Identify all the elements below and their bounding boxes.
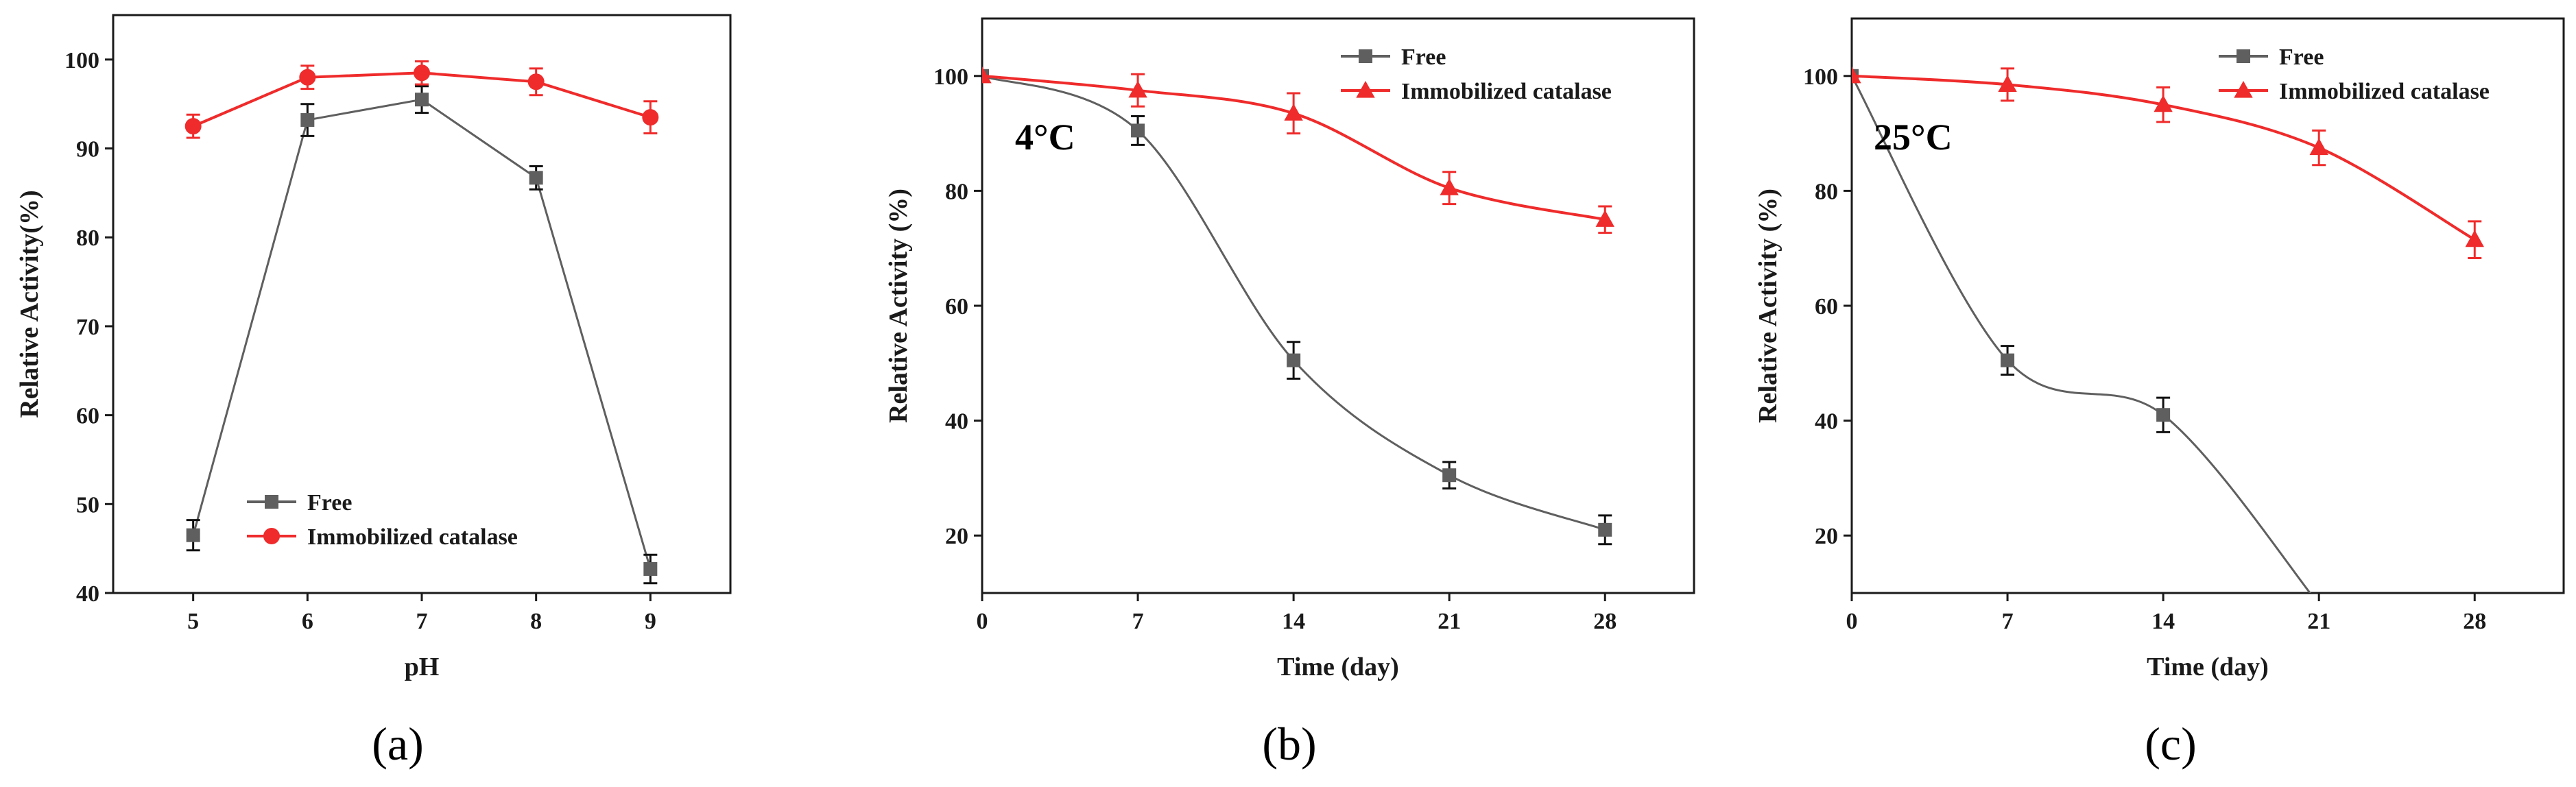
x-axis-label: Time (day)	[1277, 653, 1399, 681]
data-point-immobilized	[1440, 178, 1459, 195]
legend-marker-immobilized	[2234, 80, 2253, 98]
data-point-free	[186, 528, 200, 542]
y-tick-label-100: 100	[64, 48, 99, 73]
legend-label-free: Free	[2279, 45, 2324, 70]
data-point-free	[643, 561, 658, 576]
y-tick-label-100: 100	[933, 64, 968, 90]
data-point-immobilized	[299, 69, 316, 86]
y-tick-label-50: 50	[76, 492, 99, 518]
y-tick-label-40: 40	[1815, 409, 1838, 435]
legend-marker-immobilized	[263, 528, 280, 544]
data-point-immobilized	[982, 66, 992, 84]
x-tick-label-21: 21	[1438, 609, 1461, 634]
data-point-immobilized	[1284, 104, 1303, 121]
plot-area	[1852, 66, 2484, 593]
series-line-free	[982, 75, 1606, 531]
data-point-free	[300, 113, 315, 128]
y-tick-label-40: 40	[76, 581, 99, 607]
y-tick-label-90: 90	[76, 137, 99, 162]
data-point-free	[1598, 522, 1612, 537]
y-axis-label: Relative Activity (%)	[1754, 189, 1782, 423]
data-point-free	[1287, 353, 1301, 367]
plot-area	[184, 60, 659, 585]
chart-c: 0 7 14 21 28 20 40 60 80 100 Time (day) Relative Ac…	[1754, 17, 2565, 681]
data-point-free	[1131, 123, 1145, 138]
y-axis-label: Relative Activity(%)	[15, 190, 44, 417]
y-tick-label-60: 60	[76, 404, 99, 429]
x-tick-label-28: 28	[1593, 609, 1617, 634]
chart-b: 0 7 14 21 28 20 40 60 80 100 Time (day) Relative Ac…	[884, 17, 1695, 681]
data-point-immobilized	[527, 73, 545, 90]
x-axis-label: pH	[405, 653, 440, 681]
panel-label-c: (c)	[2145, 718, 2196, 770]
x-tick-label-7: 7	[1132, 609, 1144, 634]
legend-marker-free	[1359, 49, 1372, 63]
chart-a: 5 6 7 8 9 40 50 60 70 80 90 100 pH Relative Activity(…	[15, 14, 732, 681]
panel-label-a: (a)	[372, 718, 423, 770]
temperature-annotation: 4°C	[1015, 117, 1075, 158]
plot-frame	[1850, 17, 2565, 594]
legend-label-immobilized: Immobilized catalase	[1401, 79, 1612, 104]
x-tick-label-6: 6	[302, 609, 313, 634]
x-axis-label: Time (day)	[2147, 653, 2269, 681]
data-point-free	[2001, 353, 2015, 367]
y-axis-label: Relative Activity (%)	[884, 189, 913, 423]
y-tick-label-20: 20	[945, 524, 968, 549]
x-tick-label-5: 5	[187, 609, 199, 634]
x-tick-label-7: 7	[416, 609, 428, 634]
x-tick-label-14: 14	[1282, 609, 1305, 634]
x-tick-label-0: 0	[1846, 609, 1858, 634]
data-point-free	[415, 93, 429, 107]
y-tick-label-20: 20	[1815, 524, 1838, 549]
data-point-free	[2156, 408, 2171, 422]
data-point-immobilized	[1998, 75, 2017, 92]
data-point-immobilized	[1595, 210, 1614, 227]
plot-area	[982, 66, 1614, 546]
plot-frame	[981, 17, 1695, 594]
x-tick-label-28: 28	[2463, 609, 2486, 634]
x-tick-label-21: 21	[2307, 609, 2330, 634]
y-tick-label-80: 80	[945, 179, 968, 204]
data-point-immobilized	[184, 118, 202, 135]
x-tick-label-7: 7	[2002, 609, 2014, 634]
series-line-free	[1852, 75, 2311, 593]
y-tick-label-60: 60	[1815, 294, 1838, 319]
legend-label-free: Free	[1401, 45, 1446, 70]
panel-label-b: (b)	[1262, 718, 1316, 770]
data-point-free	[1442, 468, 1457, 483]
y-tick-label-100: 100	[1803, 64, 1838, 90]
legend-label-immobilized: Immobilized catalase	[307, 524, 518, 550]
temperature-annotation: 25°C	[1874, 117, 1953, 158]
data-point-immobilized	[414, 64, 430, 82]
data-point-immobilized	[2309, 138, 2328, 156]
legend-label-free: Free	[307, 490, 352, 516]
legend-marker-immobilized	[1356, 80, 1375, 98]
data-point-immobilized	[1128, 80, 1147, 98]
x-tick-label-0: 0	[977, 609, 988, 634]
series-line-free	[192, 98, 652, 570]
x-tick-label-9: 9	[645, 609, 656, 634]
y-tick-label-70: 70	[76, 315, 99, 340]
y-tick-label-80: 80	[1815, 179, 1838, 204]
data-point-immobilized	[642, 109, 659, 126]
data-point-immobilized	[2154, 95, 2173, 112]
y-tick-label-40: 40	[945, 409, 968, 435]
legend-marker-free	[265, 495, 278, 509]
legend-marker-free	[2237, 49, 2250, 63]
data-point-free	[529, 171, 543, 185]
data-point-immobilized	[1852, 66, 1861, 84]
x-tick-label-14: 14	[2151, 609, 2175, 634]
y-tick-label-80: 80	[76, 226, 99, 251]
data-point-immobilized	[2465, 230, 2484, 247]
x-tick-label-8: 8	[530, 609, 542, 634]
legend-label-immobilized: Immobilized catalase	[2279, 79, 2490, 104]
y-tick-label-60: 60	[945, 294, 968, 319]
